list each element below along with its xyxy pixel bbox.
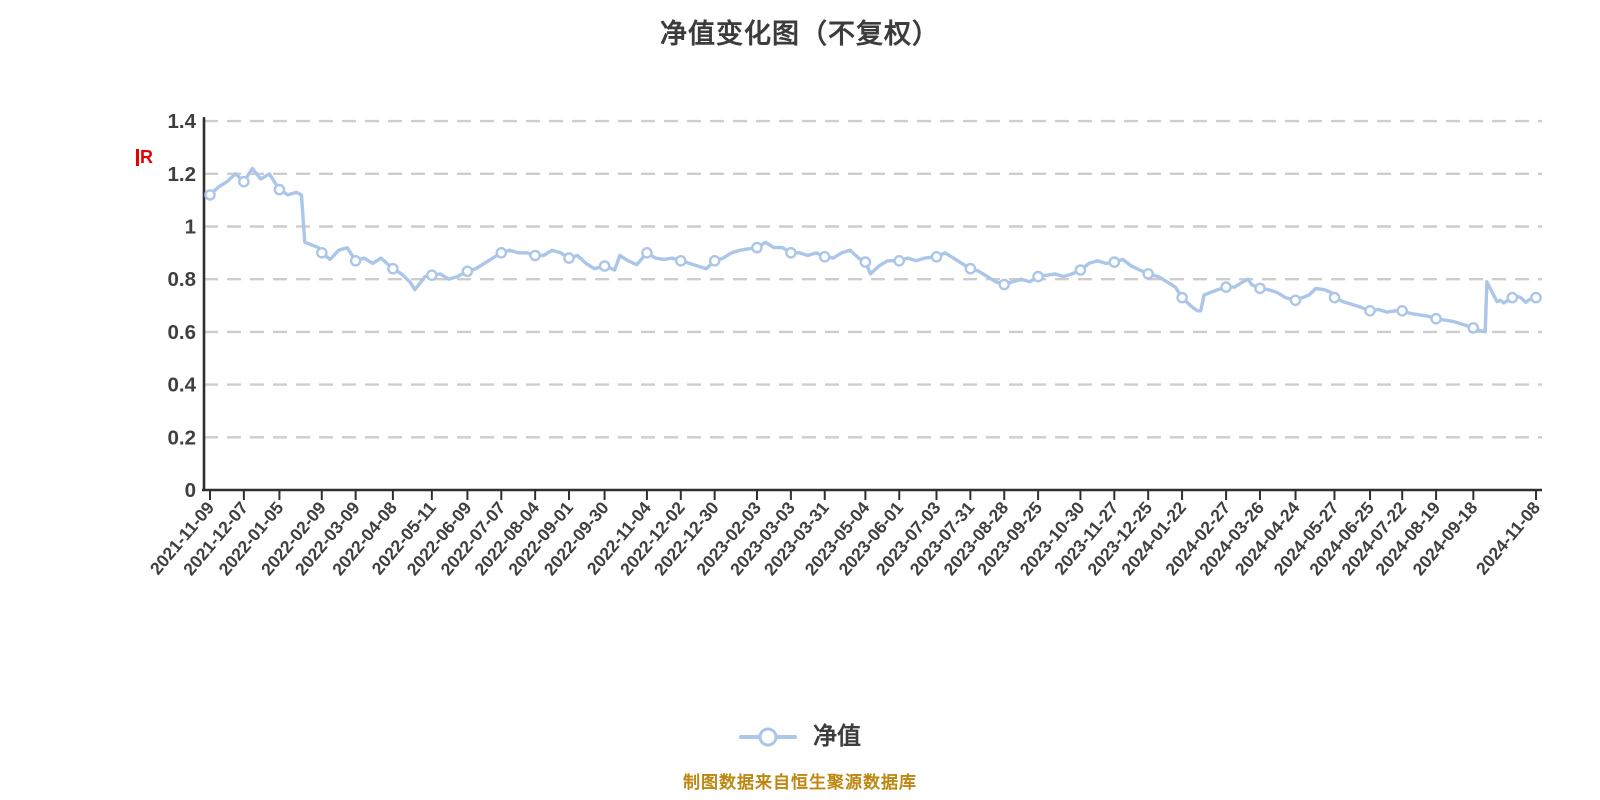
y-tick-label: 0 xyxy=(185,479,196,502)
data-point-marker[interactable] xyxy=(1142,268,1154,280)
data-point-marker[interactable] xyxy=(1396,304,1408,317)
y-tick-label: 0.4 xyxy=(168,374,197,397)
data-point-marker[interactable] xyxy=(1430,312,1442,325)
data-point-marker[interactable] xyxy=(387,262,399,275)
data-point-marker[interactable] xyxy=(893,254,906,267)
netvalue-line xyxy=(208,166,1538,334)
data-point-marker[interactable] xyxy=(495,246,508,259)
data-point-marker[interactable] xyxy=(964,262,977,275)
data-point-marker[interactable] xyxy=(1364,304,1376,317)
netvalue-chart[interactable]: 00.20.40.60.811.21.42021-11-092021-12-07… xyxy=(0,0,1600,670)
data-point-marker[interactable] xyxy=(675,254,687,267)
chart-title: 净值变化图（不复权） xyxy=(660,19,940,49)
data-point-marker[interactable] xyxy=(238,175,250,188)
legend-label: 净值 xyxy=(813,723,861,750)
data-point-marker[interactable] xyxy=(1289,294,1302,307)
data-point-marker[interactable] xyxy=(708,254,721,267)
data-point-marker[interactable] xyxy=(1530,291,1542,304)
y-tick-label: 1.2 xyxy=(168,163,197,186)
flag-label: R xyxy=(140,146,153,167)
y-tick-label: 0.8 xyxy=(168,268,197,291)
event-flag-R: R xyxy=(136,148,153,166)
data-point-marker[interactable] xyxy=(1467,322,1480,334)
legend-dot-icon xyxy=(758,727,778,747)
legend-line-marker xyxy=(739,727,797,747)
data-point-marker[interactable] xyxy=(998,278,1011,291)
data-point-marker[interactable] xyxy=(563,252,575,264)
data-point-marker[interactable] xyxy=(461,265,474,278)
data-point-marker[interactable] xyxy=(930,250,943,263)
data-point-marker[interactable] xyxy=(1328,291,1341,304)
data-point-marker[interactable] xyxy=(1074,264,1087,276)
data-point-marker[interactable] xyxy=(273,183,286,196)
y-tick-label: 0.6 xyxy=(168,321,197,344)
data-point-marker[interactable] xyxy=(529,249,541,262)
data-point-marker[interactable] xyxy=(1220,281,1232,293)
data-point-marker[interactable] xyxy=(204,189,216,201)
x-tick-label: 2024-11-08 xyxy=(1472,498,1544,579)
y-tick-label: 0.2 xyxy=(168,426,197,449)
data-point-marker[interactable] xyxy=(1506,291,1519,304)
data-point-marker[interactable] xyxy=(315,246,328,259)
y-tick-label: 1 xyxy=(185,216,196,239)
data-point-marker[interactable] xyxy=(751,241,763,254)
data-point-marker[interactable] xyxy=(598,260,611,272)
flag-pole-icon xyxy=(136,148,139,166)
chart-legend[interactable]: 净值 xyxy=(0,722,1600,752)
data-point-marker[interactable] xyxy=(349,254,362,267)
y-tick-label: 1.4 xyxy=(168,110,197,133)
data-point-marker[interactable] xyxy=(1254,282,1266,295)
data-point-marker[interactable] xyxy=(1032,270,1044,283)
data-point-marker[interactable] xyxy=(641,246,653,259)
data-point-marker[interactable] xyxy=(1108,256,1121,268)
data-source-note: 制图数据来自恒生聚源数据库 xyxy=(683,773,917,792)
data-point-marker[interactable] xyxy=(785,246,797,259)
data-point-marker[interactable] xyxy=(859,256,872,268)
data-point-marker[interactable] xyxy=(425,269,438,282)
data-point-marker[interactable] xyxy=(818,250,831,263)
data-point-marker[interactable] xyxy=(1176,291,1188,304)
